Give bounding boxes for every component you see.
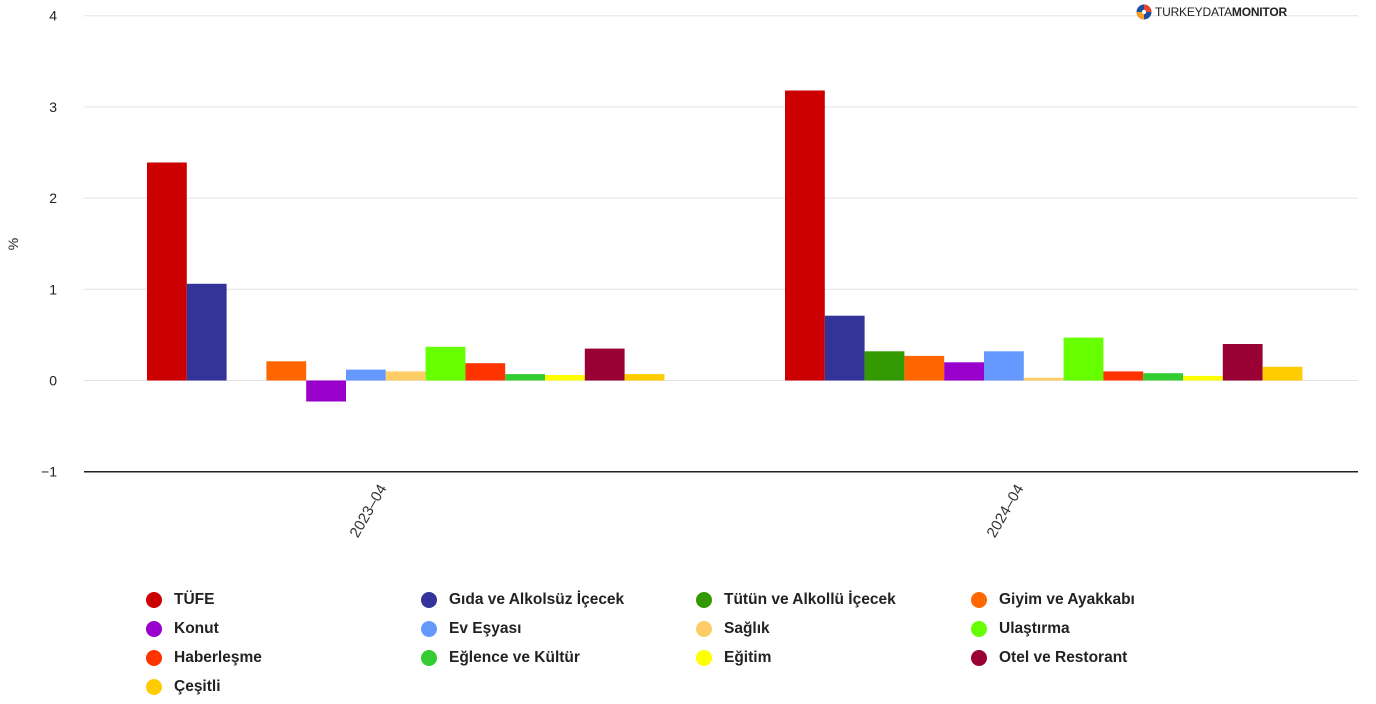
legend-swatch	[421, 621, 437, 637]
legend-swatch	[146, 679, 162, 695]
legend-label: Eğitim	[724, 649, 772, 666]
bar[interactable]	[904, 355, 945, 381]
bar[interactable]	[1103, 371, 1144, 381]
bar[interactable]	[1023, 377, 1064, 381]
bar[interactable]	[864, 351, 905, 381]
y-tick-label: 3	[49, 99, 57, 115]
legend-label: Çeşitli	[174, 678, 221, 695]
bar[interactable]	[385, 371, 426, 381]
y-axis-ticks: −1 0 1 2 3 4	[41, 8, 57, 480]
bar[interactable]	[505, 374, 545, 381]
brand-logo: TURKEYDATA MONITOR	[1136, 3, 1287, 21]
legend-swatch	[696, 592, 712, 608]
bar[interactable]	[425, 346, 466, 381]
bar[interactable]	[545, 375, 585, 381]
legend-item[interactable]: Eğitim	[696, 647, 771, 669]
y-tick-label: 2	[49, 190, 57, 206]
y-tick-label: 1	[49, 281, 57, 297]
legend-item[interactable]: Ulaştırma	[971, 618, 1070, 640]
legend-swatch	[696, 650, 712, 666]
brand-text-part2: MONITOR	[1231, 5, 1287, 19]
bar[interactable]	[984, 351, 1024, 381]
legend-label: Eğlence ve Kültür	[449, 649, 580, 666]
globe-icon	[1136, 4, 1152, 20]
bar[interactable]	[1063, 337, 1104, 381]
legend-label: Gıda ve Alkolsüz İçecek	[449, 591, 625, 608]
legend-label: Otel ve Restorant	[999, 649, 1128, 666]
legend-item[interactable]: Tütün ve Alkollü İçecek	[696, 589, 896, 611]
bar[interactable]	[186, 283, 227, 381]
bar[interactable]	[346, 369, 386, 381]
bar[interactable]	[624, 374, 665, 381]
y-tick-label: −1	[41, 464, 57, 480]
bar[interactable]	[824, 315, 865, 381]
legend-label: Ulaştırma	[999, 620, 1070, 637]
legend-swatch	[971, 650, 987, 666]
x-tick-label: 2024–04	[984, 482, 1028, 541]
x-axis-ticks: 2023–04 2024–04	[347, 482, 1028, 541]
legend-item[interactable]: Konut	[146, 618, 219, 640]
bar[interactable]	[147, 162, 187, 381]
bars	[147, 90, 1303, 402]
legend-label: Ev Eşyası	[449, 620, 522, 637]
legend-label: Konut	[174, 620, 219, 637]
legend-label: TÜFE	[174, 591, 215, 608]
bar[interactable]	[306, 380, 346, 402]
legend-label: Tütün ve Alkollü İçecek	[724, 591, 896, 608]
legend-item[interactable]: Ev Eşyası	[421, 618, 521, 640]
x-tick-label: 2023–04	[347, 482, 391, 541]
gridlines	[84, 15, 1358, 381]
y-tick-label: 0	[49, 373, 57, 389]
bar[interactable]	[1183, 375, 1223, 381]
brand-text-part1: TURKEYDATA	[1155, 5, 1232, 19]
legend-label: Giyim ve Ayakkabı	[999, 591, 1135, 608]
legend-label: Haberleşme	[174, 649, 262, 666]
legend-swatch	[421, 650, 437, 666]
bar[interactable]	[1262, 366, 1303, 381]
bar[interactable]	[1222, 344, 1263, 381]
bar[interactable]	[584, 348, 625, 381]
legend-item[interactable]: Sağlık	[696, 618, 770, 640]
bar[interactable]	[266, 361, 307, 381]
legend-item[interactable]: TÜFE	[146, 589, 214, 611]
legend-item[interactable]: Çeşitli	[146, 676, 221, 698]
bar[interactable]	[944, 362, 984, 381]
legend-swatch	[696, 621, 712, 637]
legend-item[interactable]: Eğlence ve Kültür	[421, 647, 580, 669]
legend-item[interactable]: Otel ve Restorant	[971, 647, 1127, 669]
legend-swatch	[421, 592, 437, 608]
legend-swatch	[146, 592, 162, 608]
y-tick-label: 4	[49, 8, 57, 24]
legend-swatch	[146, 621, 162, 637]
legend-swatch	[971, 621, 987, 637]
bar[interactable]	[785, 90, 825, 381]
legend-item[interactable]: Giyim ve Ayakkabı	[971, 589, 1135, 611]
legend-item[interactable]: Haberleşme	[146, 647, 262, 669]
legend-label: Sağlık	[724, 620, 770, 637]
legend-swatch	[971, 592, 987, 608]
legend-item[interactable]: Gıda ve Alkolsüz İçecek	[421, 589, 624, 611]
legend-swatch	[146, 650, 162, 666]
bar[interactable]	[1143, 373, 1183, 381]
bar[interactable]	[465, 363, 506, 381]
y-axis-label: %	[5, 238, 21, 250]
